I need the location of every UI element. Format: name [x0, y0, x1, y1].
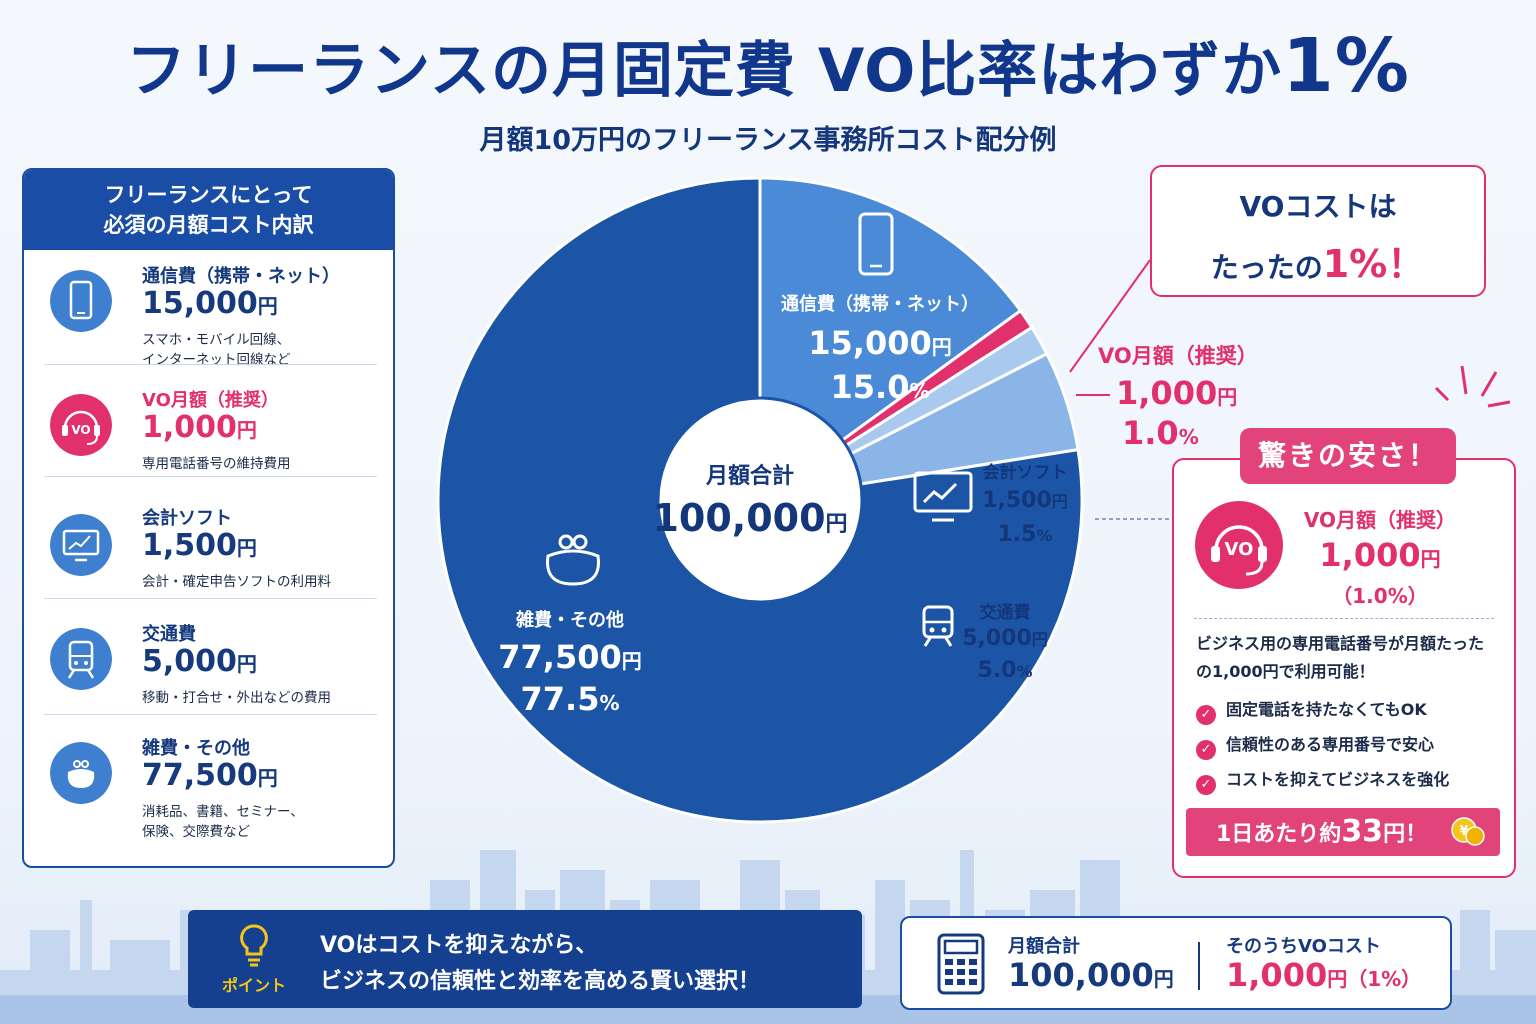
svg-text:VO: VO: [71, 423, 90, 437]
monitor-chart-icon: [913, 471, 973, 522]
highlight-pct: （1.0%）: [1332, 584, 1428, 608]
slice-label-communication-name: 通信費（携帯・ネット）: [781, 294, 979, 315]
headset-icon: VO: [50, 394, 112, 456]
slice-label-accounting-pct: 1.5%: [997, 522, 1053, 547]
cost-item-accounting: 会計ソフト 1,500円 会計・確定申告ソフトの利用料: [24, 508, 393, 623]
cost-item-misc: 雑費・その他 77,500円 消耗品、書籍、セミナー、 保険、交際費など: [24, 738, 393, 866]
purse-icon: [50, 742, 112, 804]
cost-item-vo: VO VO月額（推奨） 1,000円 専用電話番号の維持費用: [24, 390, 393, 505]
pie-center-amount: 100,000円: [652, 496, 848, 540]
slice-label-transport-pct: 5.0%: [977, 658, 1033, 683]
svg-text:¥: ¥: [1459, 824, 1468, 839]
slice-label-transport-amount: 5,000円: [962, 626, 1048, 651]
leader-lines: [1069, 259, 1170, 520]
highlight-tag: 驚きの安さ！: [1240, 428, 1456, 484]
check-item: ✓ 信頼性のある専用番号で安心: [1196, 731, 1434, 760]
train-icon: [50, 628, 112, 690]
sparkle-icon: [1434, 365, 1511, 408]
coin-icon: ¥: [1451, 817, 1485, 846]
summary-total-amount: 100,000円: [1008, 956, 1174, 994]
monitor-chart-icon: [50, 514, 112, 576]
summary-divider: [1198, 942, 1200, 990]
point-banner: ポイント VOはコストを抑えながら、 ビジネスの信頼性と効率を高める賢い選択！: [188, 910, 862, 1008]
check-item: ✓ コストを抑えてビジネスを強化: [1196, 766, 1449, 795]
slice-label-accounting-name: 会計ソフト: [982, 463, 1068, 483]
highlight-name: VO月額（推奨）: [1303, 508, 1457, 532]
point-text: VOはコストを抑えながら、 ビジネスの信頼性と効率を高める賢い選択！: [320, 933, 761, 994]
vo-cost-callout: VOコストは たったの1%！: [1150, 165, 1486, 297]
smartphone-icon: [858, 212, 894, 276]
slice-label-misc-amount: 77,500円: [498, 638, 642, 676]
summary-box: 月額合計 100,000円 そのうちVOコスト 1,000円（1%）: [900, 916, 1452, 1010]
page-title: フリーランスの月固定費 VO比率はわずか1%: [126, 23, 1410, 109]
check-icon: ✓: [1196, 740, 1216, 760]
pie-slice-communication: [758, 176, 1023, 503]
svg-text:VO: VO: [1225, 539, 1254, 560]
page-subtitle: 月額10万円のフリーランス事務所コスト配分例: [479, 125, 1057, 156]
cost-breakdown-panel: フリーランスにとって 必須の月額コスト内訳 通信費（携帯・ネット） 15,000…: [22, 168, 395, 868]
cost-breakdown-header: フリーランスにとって 必須の月額コスト内訳: [24, 170, 393, 250]
headset-icon: VO: [1195, 501, 1283, 589]
train-icon: [922, 605, 954, 647]
check-icon: ✓: [1196, 705, 1216, 725]
check-icon: ✓: [1196, 775, 1216, 795]
calculator-icon: [937, 933, 985, 995]
slice-label-communication-amount: 15,000円: [808, 324, 952, 362]
slice-label-transport-name: 交通費: [979, 603, 1031, 623]
daily-cost-banner: 1日あたり約33円！: [1186, 808, 1500, 856]
smartphone-icon: [50, 270, 112, 332]
check-item: ✓ 固定電話を持たなくてもOK: [1196, 696, 1427, 725]
slice-label-misc-pct: 77.5%: [520, 680, 620, 718]
purse-icon: [546, 534, 600, 586]
summary-vo-amount: 1,000円（1%）: [1226, 956, 1422, 994]
slice-label-misc-name: 雑費・その他: [516, 610, 624, 631]
pie-center-label: 月額合計: [705, 464, 794, 489]
lightbulb-icon: [240, 924, 268, 967]
highlight-description: ビジネス用の専用電話番号が月額たったの1,000円で利用可能！: [1196, 634, 1485, 681]
cost-item-transport: 交通費 5,000円 移動・打合せ・外出などの費用: [24, 624, 393, 739]
slice-label-communication-pct: 15.0%: [830, 368, 930, 406]
point-label: ポイント: [222, 976, 287, 995]
highlight-amount: 1,000円: [1319, 536, 1441, 574]
cost-item-communication: 通信費（携帯・ネット） 15,000円 スマホ・モバイル回線、 インターネット回…: [24, 252, 393, 368]
pie-center-circle: [656, 396, 864, 604]
slice-label-vo: VO月額（推奨） 1,000円 1.0%: [1098, 344, 1258, 452]
cost-pie-chart: [436, 176, 1084, 824]
highlight-divider: [1194, 618, 1494, 619]
summary-total-label: 月額合計: [1008, 936, 1080, 957]
slice-label-accounting-amount: 1,500円: [982, 488, 1068, 513]
summary-vo-label: そのうちVOコスト: [1226, 936, 1381, 957]
